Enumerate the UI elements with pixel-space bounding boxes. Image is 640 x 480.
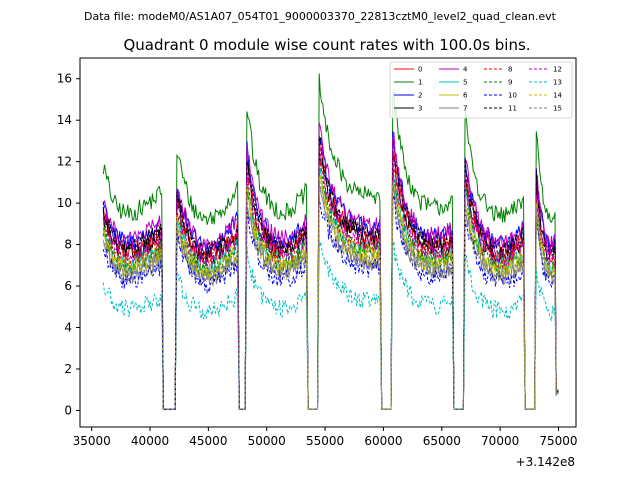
x-tick-label: 60000 — [364, 434, 402, 448]
legend-label-4: 4 — [463, 66, 468, 74]
x-tick-label: 55000 — [306, 434, 344, 448]
legend-label-10: 10 — [508, 92, 517, 100]
y-tick-label: 6 — [64, 279, 72, 293]
legend-label-6: 6 — [463, 92, 468, 100]
series-line-11 — [102, 136, 559, 410]
x-tick-label: 70000 — [481, 434, 519, 448]
x-tick-label: 75000 — [539, 434, 577, 448]
x-offset-label: +3.142e8 — [516, 455, 575, 469]
series-line-13 — [102, 241, 559, 410]
legend-label-14: 14 — [553, 92, 562, 100]
legend-label-15: 15 — [553, 105, 562, 113]
y-tick-label: 14 — [57, 113, 72, 127]
x-tick-label: 50000 — [248, 434, 286, 448]
legend-label-1: 1 — [418, 79, 422, 87]
legend-label-2: 2 — [418, 92, 422, 100]
series-line-15 — [102, 179, 559, 410]
legend-label-8: 8 — [508, 66, 512, 74]
y-tick-label: 16 — [57, 72, 72, 86]
chart-title: Quadrant 0 module wise count rates with … — [123, 36, 530, 54]
series-layer — [102, 73, 559, 410]
x-tick-label: 40000 — [131, 434, 169, 448]
series-line-2 — [102, 130, 559, 410]
suptitle: Data file: modeM0/AS1A07_054T01_90000033… — [84, 10, 557, 23]
x-tick-label: 65000 — [423, 434, 461, 448]
legend-label-11: 11 — [508, 105, 517, 113]
plot-frame — [79, 57, 577, 428]
x-axis: 35000 40000 45000 50000 55000 60000 65000 70000… — [73, 427, 578, 448]
legend-label-0: 0 — [418, 66, 422, 74]
legend-label-5: 5 — [463, 79, 467, 87]
legend-label-12: 12 — [553, 66, 562, 74]
series-line-10 — [102, 195, 559, 410]
y-tick-label: 0 — [64, 403, 72, 417]
y-axis: 0 2 4 6 8 10 12 14 16 — [57, 72, 80, 417]
legend-label-13: 13 — [553, 79, 562, 87]
series-line-12 — [102, 145, 559, 410]
x-tick-label: 35000 — [73, 434, 111, 448]
series-line-1 — [102, 73, 559, 410]
y-tick-label: 2 — [64, 362, 72, 376]
legend-label-9: 9 — [508, 79, 512, 87]
y-tick-label: 10 — [57, 196, 72, 210]
y-tick-label: 4 — [64, 320, 72, 334]
x-tick-label: 45000 — [189, 434, 227, 448]
y-tick-label: 12 — [57, 155, 72, 169]
legend-box — [389, 61, 573, 119]
series-line-8 — [102, 152, 559, 410]
legend-label-3: 3 — [418, 105, 422, 113]
y-tick-label: 8 — [64, 238, 72, 252]
legend-label-7: 7 — [463, 105, 467, 113]
